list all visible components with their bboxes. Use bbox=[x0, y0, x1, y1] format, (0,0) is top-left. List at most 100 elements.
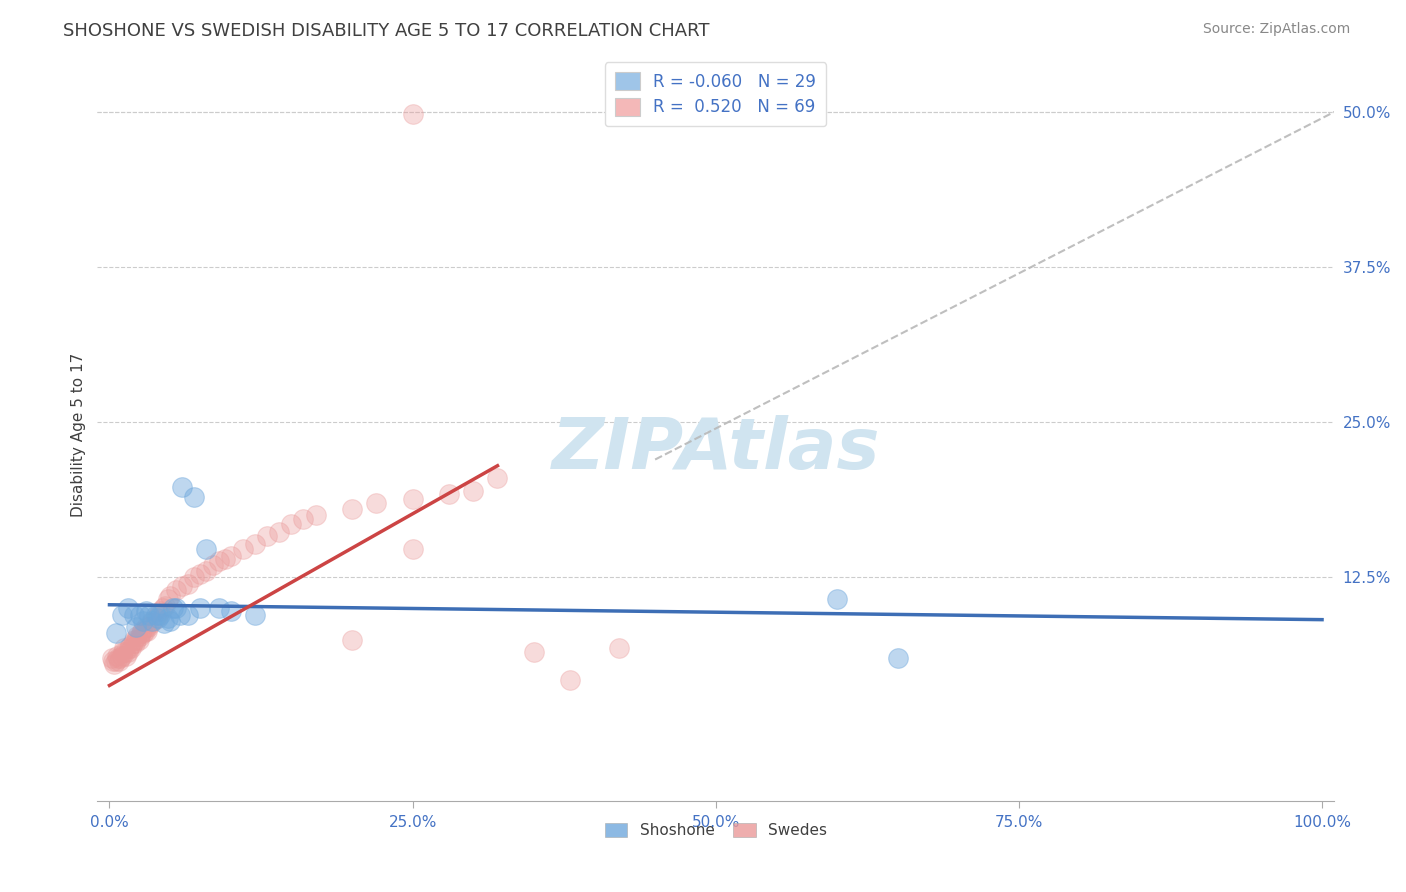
Point bbox=[201, 558, 224, 572]
Point bbox=[125, 620, 148, 634]
Point bbox=[149, 607, 172, 622]
Text: SHOSHONE VS SWEDISH DISABILITY AGE 5 TO 17 CORRELATION CHART: SHOSHONE VS SWEDISH DISABILITY AGE 5 TO … bbox=[63, 22, 710, 40]
Point bbox=[146, 611, 169, 625]
Point bbox=[136, 624, 159, 638]
Point bbox=[110, 651, 132, 665]
Point bbox=[132, 614, 155, 628]
Point bbox=[195, 564, 218, 578]
Point bbox=[219, 549, 242, 564]
Point bbox=[825, 591, 848, 606]
Point bbox=[135, 620, 157, 634]
Point bbox=[243, 607, 266, 622]
Point bbox=[165, 582, 187, 597]
Point bbox=[190, 601, 212, 615]
Point bbox=[132, 626, 155, 640]
Point bbox=[124, 636, 146, 650]
Point bbox=[463, 483, 485, 498]
Point bbox=[486, 471, 509, 485]
Point bbox=[117, 601, 139, 615]
Point bbox=[401, 541, 423, 556]
Point bbox=[401, 492, 423, 507]
Point bbox=[118, 641, 141, 656]
Point bbox=[101, 654, 124, 668]
Point bbox=[112, 641, 135, 656]
Point bbox=[142, 614, 165, 628]
Point bbox=[128, 632, 150, 647]
Point bbox=[214, 551, 236, 566]
Point bbox=[139, 616, 162, 631]
Point bbox=[122, 632, 145, 647]
Point bbox=[401, 107, 423, 121]
Text: Source: ZipAtlas.com: Source: ZipAtlas.com bbox=[1202, 22, 1350, 37]
Point bbox=[159, 614, 181, 628]
Point bbox=[120, 639, 142, 653]
Point bbox=[172, 579, 194, 593]
Point bbox=[149, 604, 172, 618]
Point bbox=[111, 645, 134, 659]
Point bbox=[110, 648, 132, 663]
Point bbox=[195, 541, 218, 556]
Point bbox=[117, 645, 139, 659]
Point bbox=[243, 537, 266, 551]
Text: ZIPAtlas: ZIPAtlas bbox=[551, 415, 880, 483]
Point bbox=[153, 616, 176, 631]
Point bbox=[129, 626, 152, 640]
Point bbox=[560, 673, 582, 688]
Point bbox=[340, 502, 363, 516]
Point bbox=[104, 654, 127, 668]
Point bbox=[146, 607, 169, 622]
Point bbox=[121, 636, 143, 650]
Point bbox=[232, 541, 254, 556]
Y-axis label: Disability Age 5 to 17: Disability Age 5 to 17 bbox=[72, 352, 86, 516]
Point bbox=[169, 607, 191, 622]
Point bbox=[523, 645, 546, 659]
Point bbox=[125, 632, 148, 647]
Point bbox=[103, 657, 125, 672]
Point bbox=[219, 604, 242, 618]
Point bbox=[135, 604, 157, 618]
Point bbox=[138, 607, 160, 622]
Point bbox=[110, 607, 132, 622]
Point bbox=[437, 487, 460, 501]
Point bbox=[159, 589, 181, 603]
Point bbox=[127, 629, 149, 643]
Point bbox=[152, 601, 174, 615]
Point bbox=[108, 654, 131, 668]
Point bbox=[128, 607, 150, 622]
Point bbox=[183, 570, 205, 584]
Point bbox=[156, 591, 179, 606]
Point bbox=[340, 632, 363, 647]
Point bbox=[145, 611, 167, 625]
Point bbox=[128, 629, 150, 643]
Point bbox=[141, 614, 163, 628]
Point bbox=[145, 607, 167, 622]
Point bbox=[162, 601, 184, 615]
Point bbox=[115, 648, 138, 663]
Point bbox=[256, 529, 278, 543]
Point bbox=[122, 607, 145, 622]
Legend: Shoshone, Swedes: Shoshone, Swedes bbox=[599, 817, 834, 845]
Point bbox=[190, 566, 212, 581]
Point bbox=[886, 651, 908, 665]
Point bbox=[155, 599, 177, 613]
Point bbox=[136, 620, 159, 634]
Point bbox=[177, 576, 200, 591]
Point bbox=[207, 601, 229, 615]
Point bbox=[104, 626, 127, 640]
Point bbox=[207, 554, 229, 568]
Point bbox=[101, 651, 124, 665]
Point bbox=[607, 641, 630, 656]
Point bbox=[292, 512, 315, 526]
Point bbox=[280, 517, 302, 532]
Point bbox=[105, 648, 128, 663]
Point bbox=[172, 480, 194, 494]
Point bbox=[107, 651, 129, 665]
Point bbox=[156, 611, 179, 625]
Point bbox=[120, 641, 142, 656]
Point bbox=[131, 624, 153, 638]
Point bbox=[177, 607, 200, 622]
Point bbox=[269, 524, 291, 539]
Point bbox=[165, 601, 187, 615]
Point bbox=[304, 508, 326, 523]
Point bbox=[114, 645, 136, 659]
